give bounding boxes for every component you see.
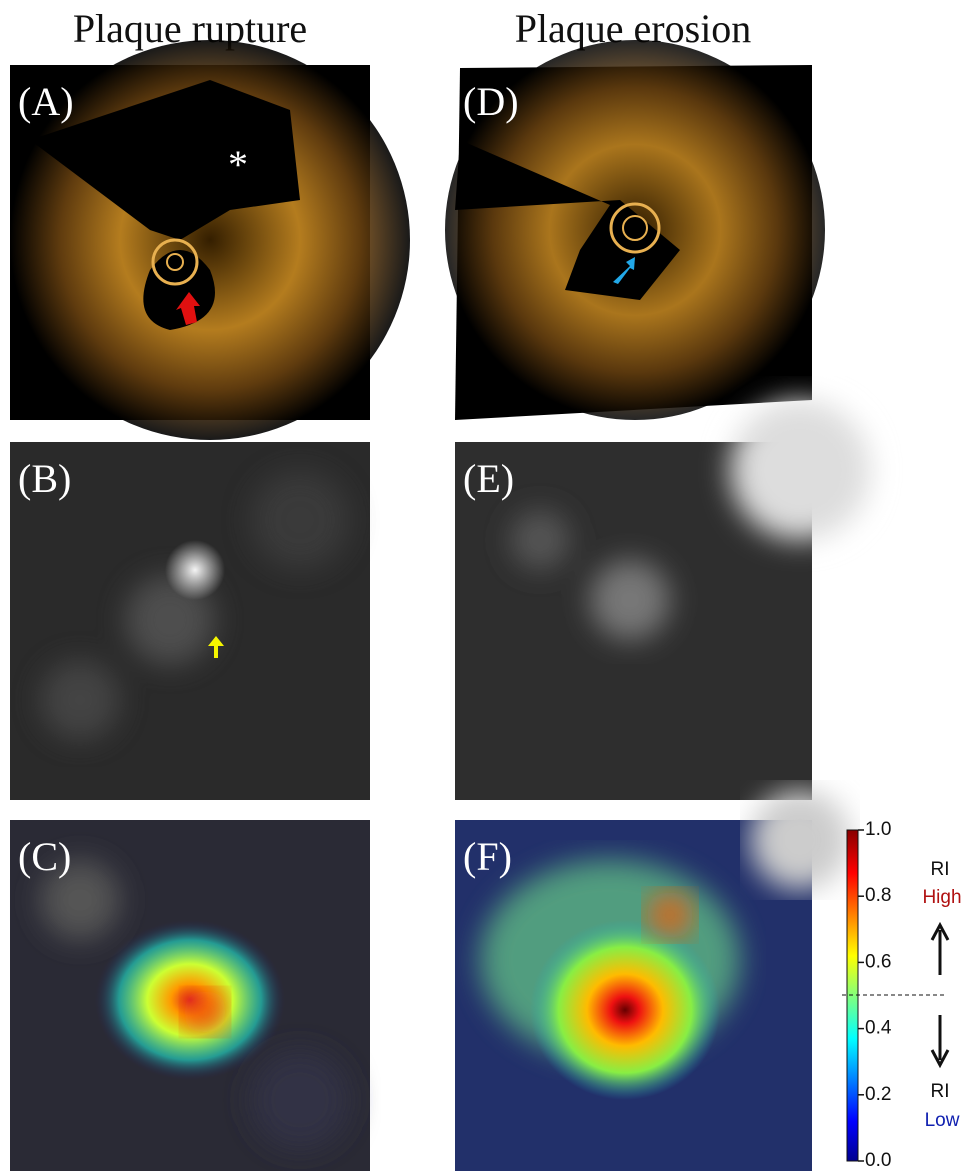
panel-label: (C): [18, 834, 71, 879]
ri-low: Low: [925, 1110, 960, 1131]
panel-a: (A) *: [10, 40, 410, 440]
panel-e: (E): [455, 400, 870, 800]
arrow-down: [932, 1015, 948, 1065]
panel-label: (D): [463, 79, 519, 124]
ri-high: High: [922, 887, 961, 908]
tick-label: 0.0: [865, 1150, 891, 1171]
ri-title: RI: [931, 1081, 950, 1102]
tick-label: 0.2: [865, 1084, 891, 1105]
panel-label: (A): [18, 79, 74, 124]
arrow-up: [932, 925, 948, 975]
panel-label: (B): [18, 456, 71, 501]
panel-label: (E): [463, 456, 514, 501]
panel-b: (B): [10, 442, 370, 800]
tick-label: 1.0: [865, 819, 891, 840]
panel-d: (D): [445, 40, 825, 420]
panel-c: (C): [10, 820, 370, 1171]
colorbar: RI High RI Low 0.0 0.2 0.4 0.6 0.8 1.0: [842, 819, 962, 1171]
ri-title: RI: [931, 859, 950, 880]
annotation: *: [228, 142, 248, 187]
figure: Plaque rupture Plaque erosion (A) * (D) …: [0, 0, 972, 1171]
tick-label: 0.8: [865, 885, 891, 906]
panel-label: (F): [463, 834, 512, 879]
tick-label: 0.4: [865, 1018, 892, 1039]
panel-f: (F): [455, 790, 850, 1171]
tick-label: 0.6: [865, 951, 891, 972]
